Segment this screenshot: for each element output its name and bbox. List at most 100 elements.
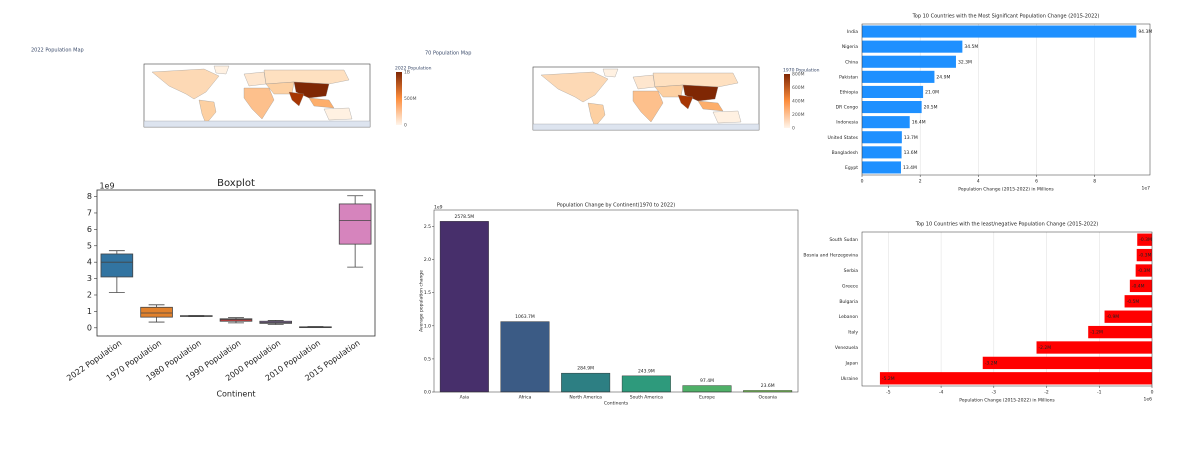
value-label: -2.2M (1039, 345, 1052, 351)
category-label: Egypt (845, 165, 858, 171)
category-label: China (845, 59, 858, 65)
map-title: 70 Population Map (425, 51, 471, 57)
x-tick-label: -3 (992, 390, 997, 396)
category-label: Bosnia and Herzegovina (803, 253, 858, 259)
y-tick-label: 8 (87, 192, 92, 201)
value-label: 32.3M (958, 59, 972, 65)
x-tick-label: 0 (1151, 390, 1154, 396)
chart-title: Population Change by Continent(1970 to 2… (557, 203, 675, 209)
plot-frame (433, 209, 799, 393)
y-tick-label: 2.0 (424, 257, 431, 263)
value-label: 2578.5M (455, 214, 475, 220)
category-label: Bangladesh (832, 150, 859, 156)
x-tick-label: -5 (886, 390, 891, 396)
x-tick-label: 6 (1035, 179, 1038, 185)
chart-title: Boxplot (217, 178, 255, 189)
colorbar-tick-label: 400M (792, 99, 805, 105)
x-axis-label: Population Change (2015-2022) in Million… (958, 187, 1054, 193)
axis-offset: 1e9 (434, 205, 443, 211)
y-tick-label: 2.5 (424, 224, 431, 230)
category-label: Ethiopia (840, 89, 859, 95)
bar (1135, 264, 1152, 277)
map-title: 2022 Population Map (31, 48, 84, 54)
bar (1137, 233, 1152, 246)
x-tick-label: South America (630, 395, 663, 401)
x-tick-label: Europe (699, 395, 715, 401)
y-tick-label: 6 (87, 225, 92, 234)
x-tick-label: 4 (977, 179, 980, 185)
bar (1036, 341, 1152, 354)
category-label: DR Congo (836, 105, 859, 111)
category-label: Venezuela (835, 345, 858, 351)
category-label: Pakistan (839, 74, 858, 80)
x-tick-label: Asia (460, 395, 470, 401)
bar (862, 161, 901, 174)
value-label: 97.4M (700, 378, 714, 384)
value-label: -0.3M (1139, 253, 1152, 259)
x-axis-label: Continent (216, 390, 255, 399)
value-label: 243.9M (638, 368, 655, 374)
x-axis-label: Continents (604, 401, 629, 407)
bar (862, 131, 902, 144)
bar (1104, 310, 1152, 323)
y-tick-label: 2 (87, 290, 92, 299)
y-tick-label: 0 (87, 323, 92, 332)
value-label: 24.9M (936, 74, 950, 80)
bar (879, 372, 1152, 385)
box (219, 318, 253, 322)
bar (982, 356, 1152, 370)
box (100, 253, 134, 278)
colorbar-tick-label: 200M (792, 112, 805, 118)
category-label: Bulgaria (839, 299, 858, 305)
value-label: 23.6M (761, 383, 775, 389)
y-tick-label: 0.0 (424, 390, 431, 396)
colorbar-tick-label: 500M (404, 96, 417, 102)
category-label: Lebanon (839, 314, 858, 320)
value-label: 20.5M (924, 105, 938, 111)
bar (862, 25, 1137, 38)
plot-frame (861, 231, 1153, 387)
value-label: -0.9M (1107, 314, 1120, 320)
x-tick-label: -4 (939, 390, 944, 396)
y-tick-label: 7 (87, 208, 92, 217)
value-label: 13.7M (904, 135, 918, 141)
category-label: Japan (844, 360, 858, 366)
chart-title: Top 10 Countries with the Most Significa… (912, 14, 1100, 20)
x-tick-label: Africa (519, 395, 532, 401)
colorbar-tick-label: 1B (404, 70, 410, 76)
value-label: -3.2M (985, 360, 998, 366)
y-tick-label: 3 (87, 274, 92, 283)
category-label: India (847, 29, 858, 35)
value-label: 284.9M (577, 366, 594, 372)
colorbar-label: 2022 Population (395, 66, 432, 72)
axis-offset: 1e9 (99, 182, 114, 191)
value-label: -0.4M (1132, 283, 1145, 289)
bar (561, 372, 611, 393)
colorbar-tick-label: 0 (404, 123, 407, 129)
category-label: Serbia (844, 268, 859, 274)
bar (1124, 295, 1152, 308)
colorbar-label: 1970 Population (783, 68, 820, 74)
colorbar-tick-label: 600M (792, 85, 805, 91)
y-tick-label: 1 (87, 307, 92, 316)
plot-frame (861, 23, 1151, 176)
x-tick-label: North America (569, 395, 602, 401)
category-label: Indonesia (836, 120, 858, 126)
bar (862, 70, 935, 83)
value-label: 1063.7M (515, 314, 535, 320)
category-label: Italy (848, 330, 858, 336)
plot-frame (96, 189, 376, 337)
value-label: 16.4M (912, 120, 926, 126)
y-tick-label: 1.5 (424, 290, 431, 296)
colorbar (784, 74, 790, 128)
box (338, 203, 372, 245)
category-label: South Sudan (829, 237, 858, 243)
world-map (143, 63, 371, 128)
value-label: -0.5M (1127, 299, 1140, 305)
value-label: 13.6M (904, 150, 918, 156)
y-tick-label: 0.5 (424, 356, 431, 362)
value-label: -0.3M (1139, 237, 1152, 243)
axis-offset: 1e7 (1142, 186, 1151, 192)
